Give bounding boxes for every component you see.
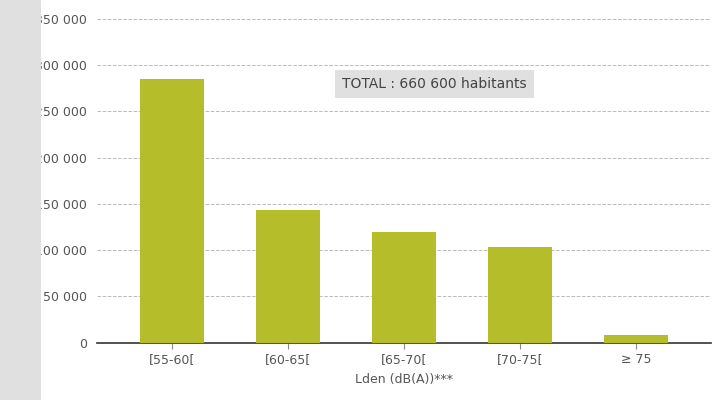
Bar bbox=[256, 210, 320, 343]
Bar bbox=[372, 232, 436, 343]
Bar bbox=[140, 79, 204, 343]
X-axis label: Lden (dB(A))***: Lden (dB(A))*** bbox=[355, 373, 453, 386]
Text: TOTAL : 660 600 habitants: TOTAL : 660 600 habitants bbox=[342, 77, 527, 91]
Y-axis label: Nombre d’habitants: Nombre d’habitants bbox=[14, 118, 27, 243]
Bar bbox=[488, 248, 552, 343]
Bar bbox=[604, 335, 668, 343]
